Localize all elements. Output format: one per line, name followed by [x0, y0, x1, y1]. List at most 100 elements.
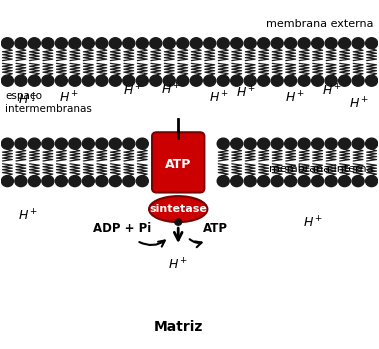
Circle shape: [244, 176, 256, 187]
Circle shape: [150, 75, 162, 86]
Circle shape: [352, 138, 364, 149]
Circle shape: [69, 138, 81, 149]
Circle shape: [163, 38, 175, 49]
Circle shape: [15, 38, 27, 49]
Circle shape: [231, 138, 243, 149]
Circle shape: [231, 75, 243, 86]
Circle shape: [338, 38, 351, 49]
Circle shape: [123, 138, 135, 149]
Text: $H^+$: $H^+$: [349, 96, 369, 111]
Circle shape: [325, 138, 337, 149]
Circle shape: [123, 38, 135, 49]
Circle shape: [217, 75, 229, 86]
Circle shape: [271, 176, 283, 187]
Circle shape: [285, 38, 297, 49]
Circle shape: [271, 38, 283, 49]
Text: $H^+$: $H^+$: [210, 91, 230, 106]
Circle shape: [352, 75, 364, 86]
Circle shape: [28, 138, 41, 149]
Text: $H^+$: $H^+$: [236, 86, 256, 101]
Circle shape: [352, 38, 364, 49]
Circle shape: [338, 75, 351, 86]
Circle shape: [136, 38, 148, 49]
Circle shape: [123, 176, 135, 187]
Circle shape: [109, 138, 121, 149]
Circle shape: [298, 138, 310, 149]
Circle shape: [69, 75, 81, 86]
Circle shape: [82, 138, 94, 149]
Text: $H^+$: $H^+$: [168, 257, 188, 272]
Circle shape: [258, 38, 270, 49]
Text: ATP: ATP: [165, 158, 191, 171]
Circle shape: [175, 219, 182, 225]
Circle shape: [15, 75, 27, 86]
Text: $H^+$: $H^+$: [123, 84, 143, 99]
Circle shape: [15, 138, 27, 149]
Text: ADP + Pi: ADP + Pi: [92, 222, 151, 235]
Circle shape: [271, 138, 283, 149]
Text: $H^+$: $H^+$: [17, 92, 38, 108]
Circle shape: [55, 75, 67, 86]
Circle shape: [177, 38, 189, 49]
Circle shape: [15, 176, 27, 187]
Text: ATP: ATP: [204, 222, 228, 235]
Circle shape: [82, 176, 94, 187]
Text: membrana externa: membrana externa: [266, 19, 374, 29]
Circle shape: [82, 38, 94, 49]
Circle shape: [123, 75, 135, 86]
Circle shape: [244, 38, 256, 49]
Text: $H^+$: $H^+$: [304, 215, 324, 231]
Circle shape: [338, 138, 351, 149]
Circle shape: [163, 75, 175, 86]
Circle shape: [258, 138, 270, 149]
Circle shape: [204, 38, 216, 49]
Circle shape: [217, 176, 229, 187]
Circle shape: [28, 176, 41, 187]
Circle shape: [325, 75, 337, 86]
Circle shape: [150, 38, 162, 49]
Circle shape: [312, 138, 324, 149]
Circle shape: [109, 75, 121, 86]
Circle shape: [298, 176, 310, 187]
Text: Matriz: Matriz: [153, 320, 203, 334]
Circle shape: [231, 38, 243, 49]
Circle shape: [28, 38, 41, 49]
Circle shape: [190, 38, 202, 49]
Circle shape: [55, 176, 67, 187]
Ellipse shape: [149, 196, 207, 222]
Circle shape: [258, 75, 270, 86]
Circle shape: [217, 38, 229, 49]
Circle shape: [109, 176, 121, 187]
Circle shape: [96, 75, 108, 86]
Circle shape: [82, 75, 94, 86]
Circle shape: [325, 176, 337, 187]
Circle shape: [69, 176, 81, 187]
Text: $H^+$: $H^+$: [161, 82, 181, 97]
Circle shape: [136, 176, 148, 187]
Circle shape: [69, 38, 81, 49]
Circle shape: [366, 38, 377, 49]
Circle shape: [366, 75, 377, 86]
Circle shape: [285, 138, 297, 149]
Circle shape: [231, 176, 243, 187]
Circle shape: [298, 75, 310, 86]
Text: $H^+$: $H^+$: [17, 208, 38, 224]
Circle shape: [285, 176, 297, 187]
Circle shape: [109, 38, 121, 49]
Circle shape: [298, 38, 310, 49]
Text: $H^+$: $H^+$: [322, 84, 343, 99]
Circle shape: [28, 75, 41, 86]
Circle shape: [244, 138, 256, 149]
Circle shape: [55, 138, 67, 149]
Circle shape: [2, 138, 13, 149]
Circle shape: [190, 75, 202, 86]
Circle shape: [312, 176, 324, 187]
Circle shape: [352, 176, 364, 187]
Circle shape: [338, 176, 351, 187]
Circle shape: [96, 138, 108, 149]
Circle shape: [55, 38, 67, 49]
Circle shape: [177, 75, 189, 86]
Text: sintetase: sintetase: [149, 204, 207, 214]
Circle shape: [42, 176, 54, 187]
Text: membrana interna: membrana interna: [269, 164, 374, 174]
